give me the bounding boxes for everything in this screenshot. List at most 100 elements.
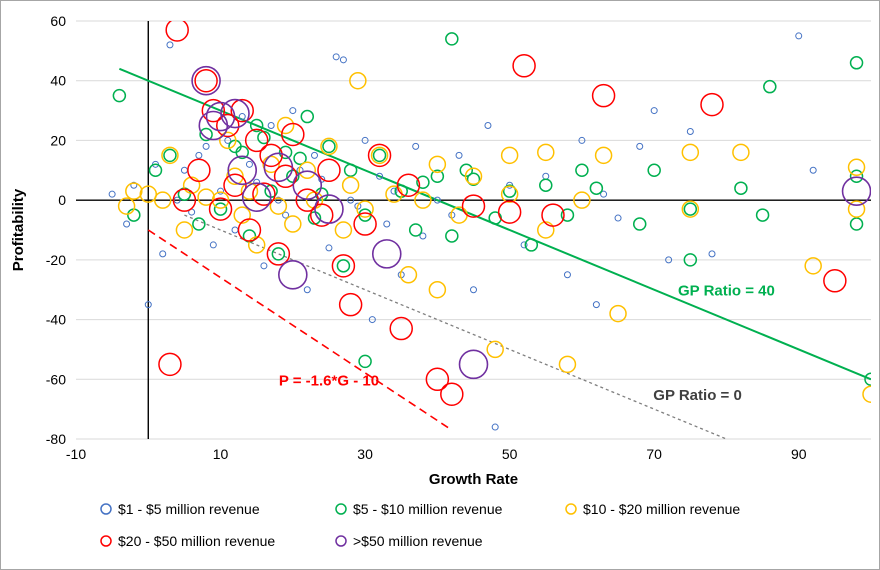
bubble-s2 <box>410 224 422 236</box>
bubble-s4 <box>824 270 846 292</box>
bubble-s3 <box>596 147 612 163</box>
legend-label-s1: $1 - $5 million revenue <box>118 501 260 517</box>
x-tick-label: 70 <box>646 446 662 462</box>
bubble-s1 <box>124 221 130 227</box>
bubble-s3 <box>184 177 200 193</box>
bubble-s4 <box>441 383 463 405</box>
legend-label-s2: $5 - $10 million revenue <box>353 501 503 517</box>
bubble-s1 <box>160 251 166 257</box>
bubble-s3 <box>559 356 575 372</box>
bubble-s1 <box>304 287 310 293</box>
bubble-s1 <box>651 108 657 114</box>
bubble-s3 <box>234 207 250 223</box>
bubble-s2 <box>446 33 458 45</box>
bubble-s2 <box>851 170 863 182</box>
bubble-s4 <box>542 204 564 226</box>
y-tick-label: 20 <box>50 132 66 148</box>
bubble-s1 <box>181 167 187 173</box>
bubble-s1 <box>218 188 224 194</box>
bubble-s4 <box>340 294 362 316</box>
bubble-s3 <box>502 147 518 163</box>
bubble-s1 <box>203 143 209 149</box>
annotation-gp40: GP Ratio = 40 <box>678 283 775 300</box>
bubble-s2 <box>150 164 162 176</box>
x-tick-label: -10 <box>66 446 86 462</box>
legend-marker-s1 <box>101 504 111 514</box>
bubble-s2 <box>374 149 386 161</box>
bubble-s2 <box>359 355 371 367</box>
legend-label-s4: $20 - $50 million revenue <box>118 533 275 549</box>
bubble-s5 <box>315 195 343 223</box>
bubble-s4 <box>166 19 188 41</box>
bubble-s5 <box>293 171 321 199</box>
bubble-s1 <box>413 143 419 149</box>
bubble-s1 <box>109 191 115 197</box>
bubble-s1 <box>290 108 296 114</box>
bubble-s4 <box>318 159 340 181</box>
bubble-s1 <box>246 161 252 167</box>
y-tick-label: -20 <box>46 252 66 268</box>
bubble-s1 <box>810 167 816 173</box>
bubble-s5 <box>279 261 307 289</box>
bubble-s4 <box>210 198 232 220</box>
bubble-s2 <box>851 57 863 69</box>
bubble-s2 <box>757 209 769 221</box>
bubble-s1 <box>196 152 202 158</box>
bubble-s2 <box>337 260 349 272</box>
bubble-s3 <box>343 177 359 193</box>
bubble-s2 <box>735 182 747 194</box>
bubble-s5 <box>373 240 401 268</box>
legend-marker-s3 <box>566 504 576 514</box>
bubble-s1 <box>637 143 643 149</box>
bubble-s1 <box>312 152 318 158</box>
legend-label-s5: >$50 million revenue <box>353 533 483 549</box>
bubble-s2 <box>301 111 313 123</box>
bubble-s5 <box>199 112 227 140</box>
bubble-s3 <box>126 183 142 199</box>
bubble-s3 <box>849 159 865 175</box>
bubble-s2 <box>634 218 646 230</box>
bubble-s1 <box>709 251 715 257</box>
bubble-s2 <box>323 140 335 152</box>
bubble-s2 <box>684 203 696 215</box>
bubble-s4 <box>499 201 521 223</box>
bubble-s3 <box>863 386 879 402</box>
y-tick-label: 60 <box>50 13 66 29</box>
bubble-s2 <box>345 164 357 176</box>
bubble-s1 <box>687 128 693 134</box>
bubble-s4 <box>701 94 723 116</box>
bubble-s2 <box>540 179 552 191</box>
y-axis-label: Profitability <box>10 188 27 271</box>
y-tick-label: 40 <box>50 73 66 89</box>
bubble-s1 <box>261 263 267 269</box>
annotation-gp0: GP Ratio = 0 <box>653 387 742 404</box>
bubble-chart: -80-60-40-200204060-101030507090GP Ratio… <box>1 1 879 569</box>
chart-container: -80-60-40-200204060-101030507090GP Ratio… <box>0 0 880 570</box>
bubble-s4 <box>593 85 615 107</box>
bubble-s2 <box>764 81 776 93</box>
legend-marker-s4 <box>101 536 111 546</box>
bubble-s3 <box>285 216 301 232</box>
x-tick-label: 90 <box>791 446 807 462</box>
bubble-s1 <box>384 221 390 227</box>
bubble-s1 <box>456 152 462 158</box>
legend-marker-s2 <box>336 504 346 514</box>
x-tick-label: 10 <box>213 446 229 462</box>
bubble-s1 <box>492 424 498 430</box>
x-tick-label: 50 <box>502 446 518 462</box>
bubble-s5 <box>460 350 488 378</box>
bubble-s3 <box>538 144 554 160</box>
bubble-s3 <box>335 222 351 238</box>
bubble-s4 <box>188 159 210 181</box>
bubble-s1 <box>543 173 549 179</box>
x-tick-label: 30 <box>357 446 373 462</box>
x-axis-label: Growth Rate <box>429 471 518 488</box>
y-tick-label: -60 <box>46 371 66 387</box>
bubble-s2 <box>113 90 125 102</box>
bubble-s2 <box>851 218 863 230</box>
bubble-s2 <box>215 203 227 215</box>
bubble-s3 <box>299 162 315 178</box>
bubble-s1 <box>210 242 216 248</box>
legend-marker-s5 <box>336 536 346 546</box>
bubble-s1 <box>268 123 274 129</box>
